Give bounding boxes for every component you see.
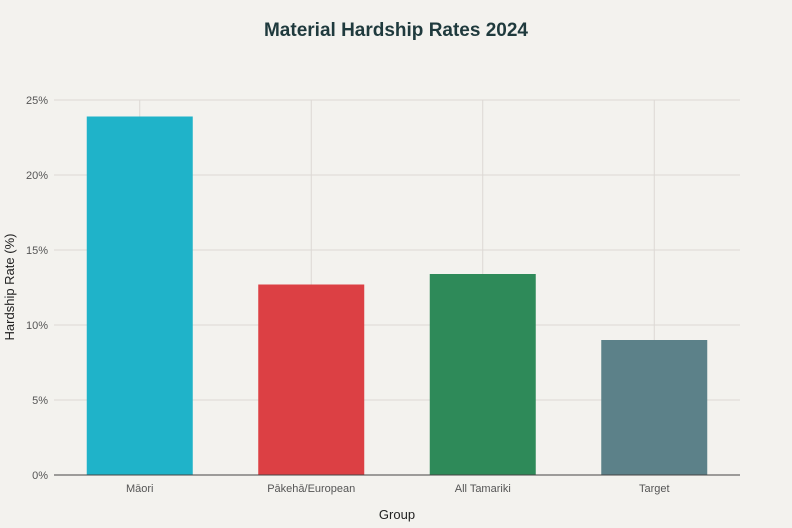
x-tick-label: All Tamariki <box>455 483 511 495</box>
x-tick-label: Māori <box>126 483 154 495</box>
y-tick-label: 25% <box>26 95 48 107</box>
y-tick-label: 20% <box>26 170 48 182</box>
y-tick-label: 5% <box>32 395 48 407</box>
x-tick-label: Pākehā/European <box>267 483 355 495</box>
y-tick-label: 10% <box>26 320 48 332</box>
x-axis-label: Group <box>379 507 415 522</box>
x-tick-label: Target <box>639 483 670 495</box>
y-tick-label: 15% <box>26 245 48 257</box>
bar-target <box>601 340 708 475</box>
chart-title: Material Hardship Rates 2024 <box>263 20 528 41</box>
bar-m-ori <box>86 116 193 475</box>
bar-p-keh-european <box>258 284 365 475</box>
y-tick-label: 0% <box>32 470 48 482</box>
y-axis-label: Hardship Rate (%) <box>2 234 17 341</box>
bar-all-tamariki <box>429 274 536 475</box>
